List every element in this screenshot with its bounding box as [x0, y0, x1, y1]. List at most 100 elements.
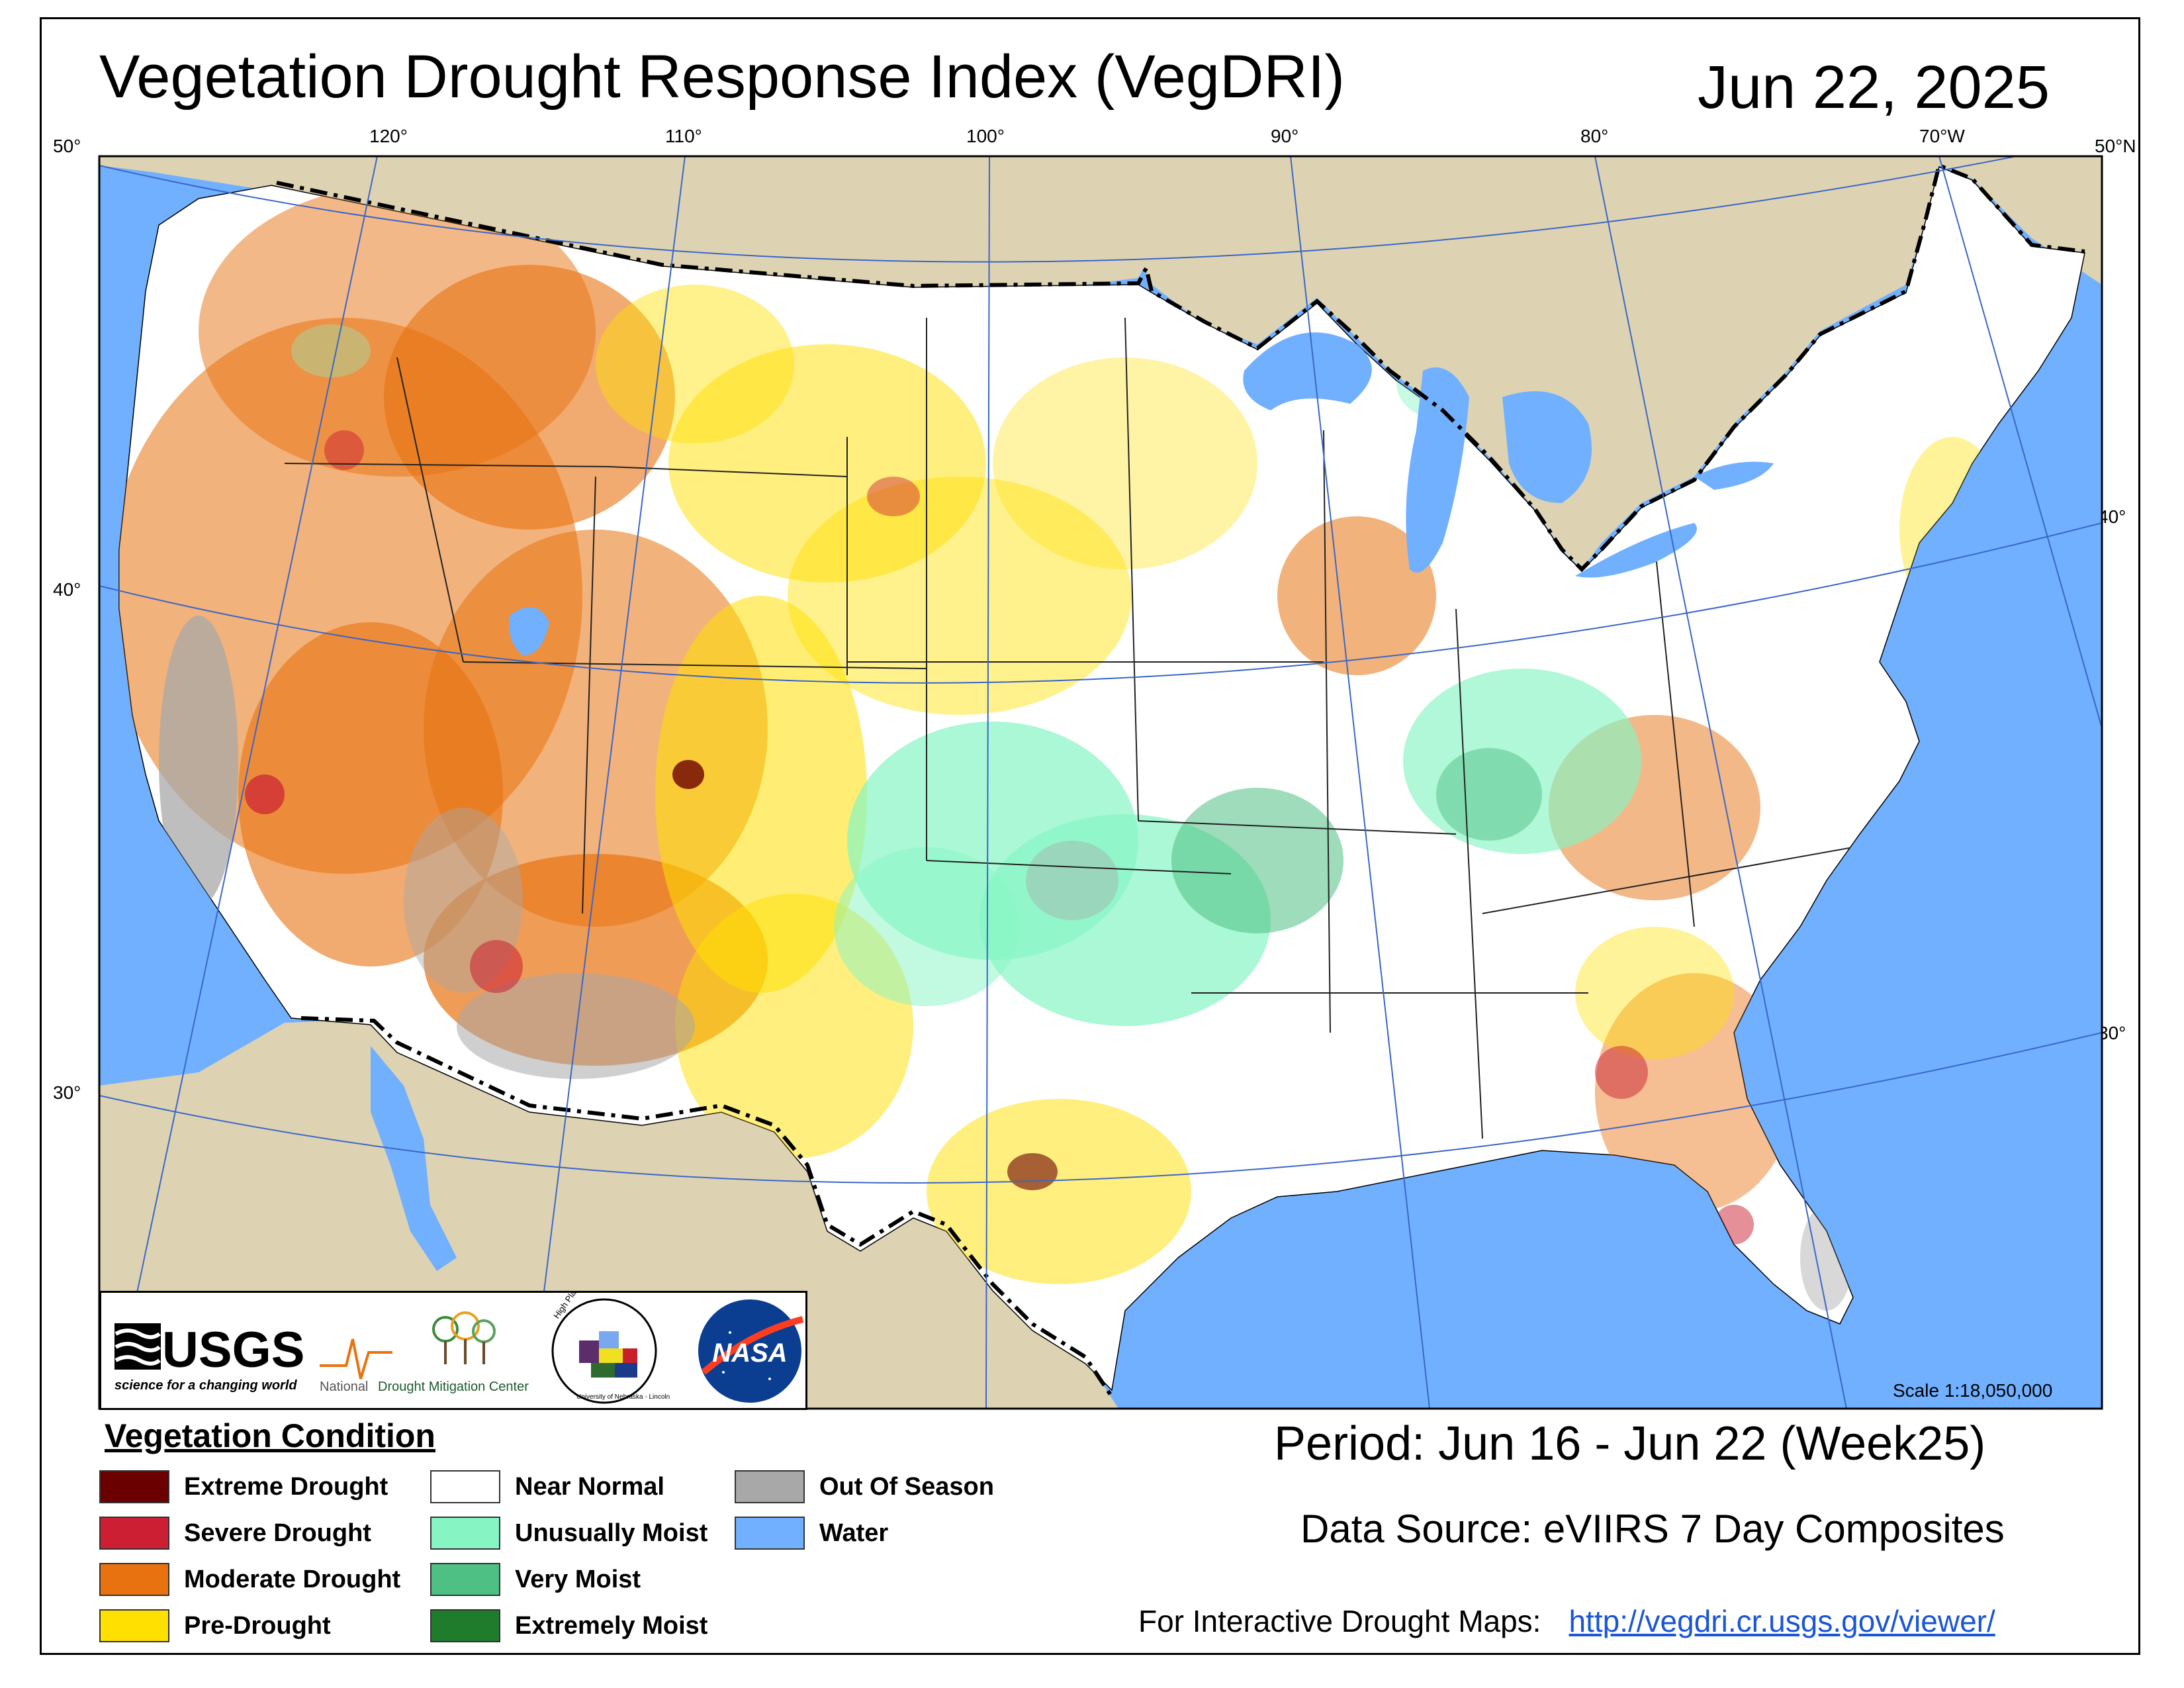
- state-boundary: [1455, 608, 1483, 1139]
- interactive-maps-line: For Interactive Drought Maps: http://vegd…: [1138, 1603, 1995, 1639]
- lake-huron: [1502, 391, 1592, 503]
- gulf-of-california: [371, 1046, 457, 1271]
- veg-patch-severe-drought: [245, 774, 285, 814]
- veg-patch-severe-drought: [1595, 1046, 1648, 1099]
- veg-patch-pre-drought: [655, 596, 867, 993]
- legend-swatch-out-of-season: [735, 1470, 805, 1503]
- usgs-tagline: science for a changing world: [114, 1378, 297, 1393]
- veg-patch-pre-drought: [1575, 927, 1734, 1059]
- usgs-wordmark: USGS: [162, 1322, 304, 1378]
- legend-label-near-normal: Near Normal: [515, 1472, 664, 1501]
- viewer-link[interactable]: http://vegdri.cr.usgs.gov/viewer/: [1569, 1604, 1995, 1638]
- lake-ontario: [1694, 461, 1774, 490]
- legend-item-moderate-drought: Moderate Drought: [99, 1562, 400, 1597]
- legend-swatch-extreme-drought: [99, 1470, 169, 1503]
- nasa-logo: NASA: [698, 1299, 804, 1403]
- veg-patch-pre-drought: [788, 477, 1132, 715]
- legend-label-extremely-moist: Extremely Moist: [515, 1611, 708, 1640]
- legend-item-unusually-moist: Unusually Moist: [430, 1516, 707, 1550]
- legend-swatch-severe-drought: [99, 1517, 169, 1550]
- map-date: Jun 22, 2025: [1698, 54, 2050, 121]
- ndmc-logo: National Drought Mitigation Center: [320, 1311, 529, 1394]
- veg-patch-pre-drought: [668, 344, 986, 583]
- legend-item-water: Water: [735, 1516, 888, 1550]
- veg-patch-very-moist: [1171, 788, 1343, 933]
- lat-label-left-50: 50°: [53, 136, 81, 156]
- legend-swatch-very-moist: [430, 1563, 500, 1596]
- figure-frame: [40, 17, 2140, 1655]
- nasa-wordmark: NASA: [712, 1338, 787, 1368]
- hprcc-subtitle: University of Nebraska - Lincoln: [576, 1393, 670, 1401]
- ndmc-wordmark: Drought Mitigation Center: [378, 1380, 529, 1394]
- legend-item-severe-drought: Severe Drought: [99, 1516, 371, 1550]
- lon-label-100: 100°: [966, 126, 1005, 146]
- state-boundary: [926, 860, 1232, 874]
- legend-item-extremely-moist: Extremely Moist: [430, 1609, 707, 1643]
- legend-swatch-pre-drought: [99, 1609, 169, 1642]
- lon-label-70w: 70°W: [1919, 126, 1965, 146]
- legend-item-near-normal: Near Normal: [430, 1470, 664, 1504]
- veg-patch-unusually-moist: [291, 324, 371, 377]
- lon-label-80: 80°: [1580, 126, 1609, 146]
- gulf-of-mexico: [1152, 1145, 1880, 1409]
- legend-label-extreme-drought: Extreme Drought: [184, 1472, 388, 1501]
- veg-patch-severe-drought: [470, 940, 523, 993]
- usgs-logo: USGS science for a changing world: [114, 1322, 304, 1393]
- veg-patch-unusually-moist: [834, 847, 1019, 1006]
- veg-patch-out-of-season: [1026, 841, 1118, 920]
- state-boundary: [284, 463, 848, 477]
- canada-us-border: [276, 162, 2085, 573]
- mexico-us-border: [300, 1016, 1114, 1398]
- graticule-lines: [99, 156, 2102, 1409]
- legend-label-out-of-season: Out Of Season: [819, 1472, 994, 1501]
- great-salt-lake: [509, 607, 549, 655]
- lon-label-90: 90°: [1271, 126, 1299, 146]
- vegetation-condition-layer: [119, 185, 2005, 1311]
- lon-label-110: 110°: [665, 126, 702, 146]
- legend-swatch-unusually-moist: [430, 1517, 500, 1550]
- legend-swatch-moderate-drought: [99, 1563, 169, 1596]
- legend-label-severe-drought: Severe Drought: [184, 1519, 371, 1547]
- data-source-label: Data Source: eVIIRS 7 Day Composites: [1300, 1507, 2005, 1551]
- veg-patch-pre-drought: [993, 357, 1257, 569]
- legend-swatch-extremely-moist: [430, 1609, 500, 1642]
- legend-title: Vegetation Condition: [105, 1417, 435, 1454]
- legend-item-extreme-drought: Extreme Drought: [99, 1470, 388, 1504]
- scale-label: Scale 1:18,050,000: [1893, 1380, 2053, 1401]
- veg-patch-moderate-drought: [384, 265, 675, 530]
- veg-patch-out-of-season: [457, 973, 695, 1079]
- veg-patch-moderate-drought: [1277, 516, 1436, 675]
- veg-patch-moderate-drought: [238, 622, 503, 966]
- lake-erie: [1575, 523, 1697, 578]
- veg-patch-pre-drought: [596, 285, 794, 444]
- lake-superior: [1243, 332, 1372, 410]
- legend-item-very-moist: Very Moist: [430, 1562, 641, 1597]
- map-title: Vegetation Drought Response Index (VegDR…: [99, 43, 1345, 111]
- legend-label-water: Water: [819, 1519, 889, 1547]
- veg-patch-out-of-season: [159, 616, 238, 907]
- state-boundary: [1482, 847, 1854, 914]
- lat-label-right-50n: 50°N: [2095, 136, 2136, 156]
- legend-swatch-water: [735, 1517, 805, 1550]
- state-boundary: [1138, 820, 1457, 835]
- veg-patch-pre-drought: [927, 1099, 1191, 1284]
- veg-patch-very-moist: [1436, 748, 1542, 841]
- period-label: Period: Jun 16 - Jun 22 (Week25): [1274, 1417, 1986, 1470]
- map-neatline: [98, 155, 2103, 1410]
- legend-label-very-moist: Very Moist: [515, 1565, 641, 1593]
- lat-label-left-40: 40°: [53, 579, 81, 600]
- veg-patch-extreme-drought: [1007, 1153, 1058, 1190]
- legend-label-moderate-drought: Moderate Drought: [184, 1565, 401, 1593]
- ndmc-wordmark-national: National: [320, 1380, 368, 1394]
- lon-label-120: 120°: [369, 126, 408, 146]
- interactive-maps-label: For Interactive Drought Maps:: [1138, 1604, 1541, 1638]
- partner-logos-panel: USGS science for a changing world Nation…: [99, 1200, 807, 1410]
- state-boundary: [1124, 317, 1139, 821]
- state-boundary: [1654, 542, 1695, 927]
- legend-swatch-near-normal: [430, 1470, 500, 1503]
- state-boundary: [396, 357, 464, 663]
- state-boundary: [582, 476, 596, 914]
- state-boundary: [1323, 430, 1331, 1033]
- legend-label-unusually-moist: Unusually Moist: [515, 1519, 708, 1547]
